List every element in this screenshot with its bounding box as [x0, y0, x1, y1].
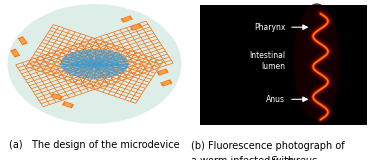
Polygon shape — [62, 101, 74, 108]
Polygon shape — [19, 38, 26, 44]
Polygon shape — [18, 36, 28, 45]
Polygon shape — [122, 16, 131, 22]
Polygon shape — [12, 50, 19, 56]
Polygon shape — [10, 48, 20, 58]
Polygon shape — [52, 94, 61, 99]
Polygon shape — [158, 70, 167, 75]
Text: Intestinal
lumen: Intestinal lumen — [249, 51, 285, 71]
Polygon shape — [120, 15, 133, 23]
Text: S. aureus: S. aureus — [271, 156, 316, 160]
Bar — [200, 5, 367, 125]
Polygon shape — [64, 102, 73, 107]
Text: a worm infected with: a worm infected with — [191, 156, 297, 160]
Ellipse shape — [294, 3, 340, 119]
Text: Pharynx: Pharynx — [254, 23, 285, 32]
Polygon shape — [156, 68, 169, 76]
Polygon shape — [160, 79, 173, 87]
Text: Anus: Anus — [266, 95, 285, 104]
Ellipse shape — [60, 49, 129, 79]
Text: (a)   The design of the microdevice: (a) The design of the microdevice — [9, 140, 180, 150]
Ellipse shape — [8, 4, 181, 124]
Polygon shape — [50, 93, 63, 100]
Polygon shape — [130, 24, 143, 31]
Polygon shape — [132, 25, 141, 30]
Polygon shape — [162, 80, 171, 85]
Text: (b) Fluorescence photograph of: (b) Fluorescence photograph of — [191, 141, 344, 151]
